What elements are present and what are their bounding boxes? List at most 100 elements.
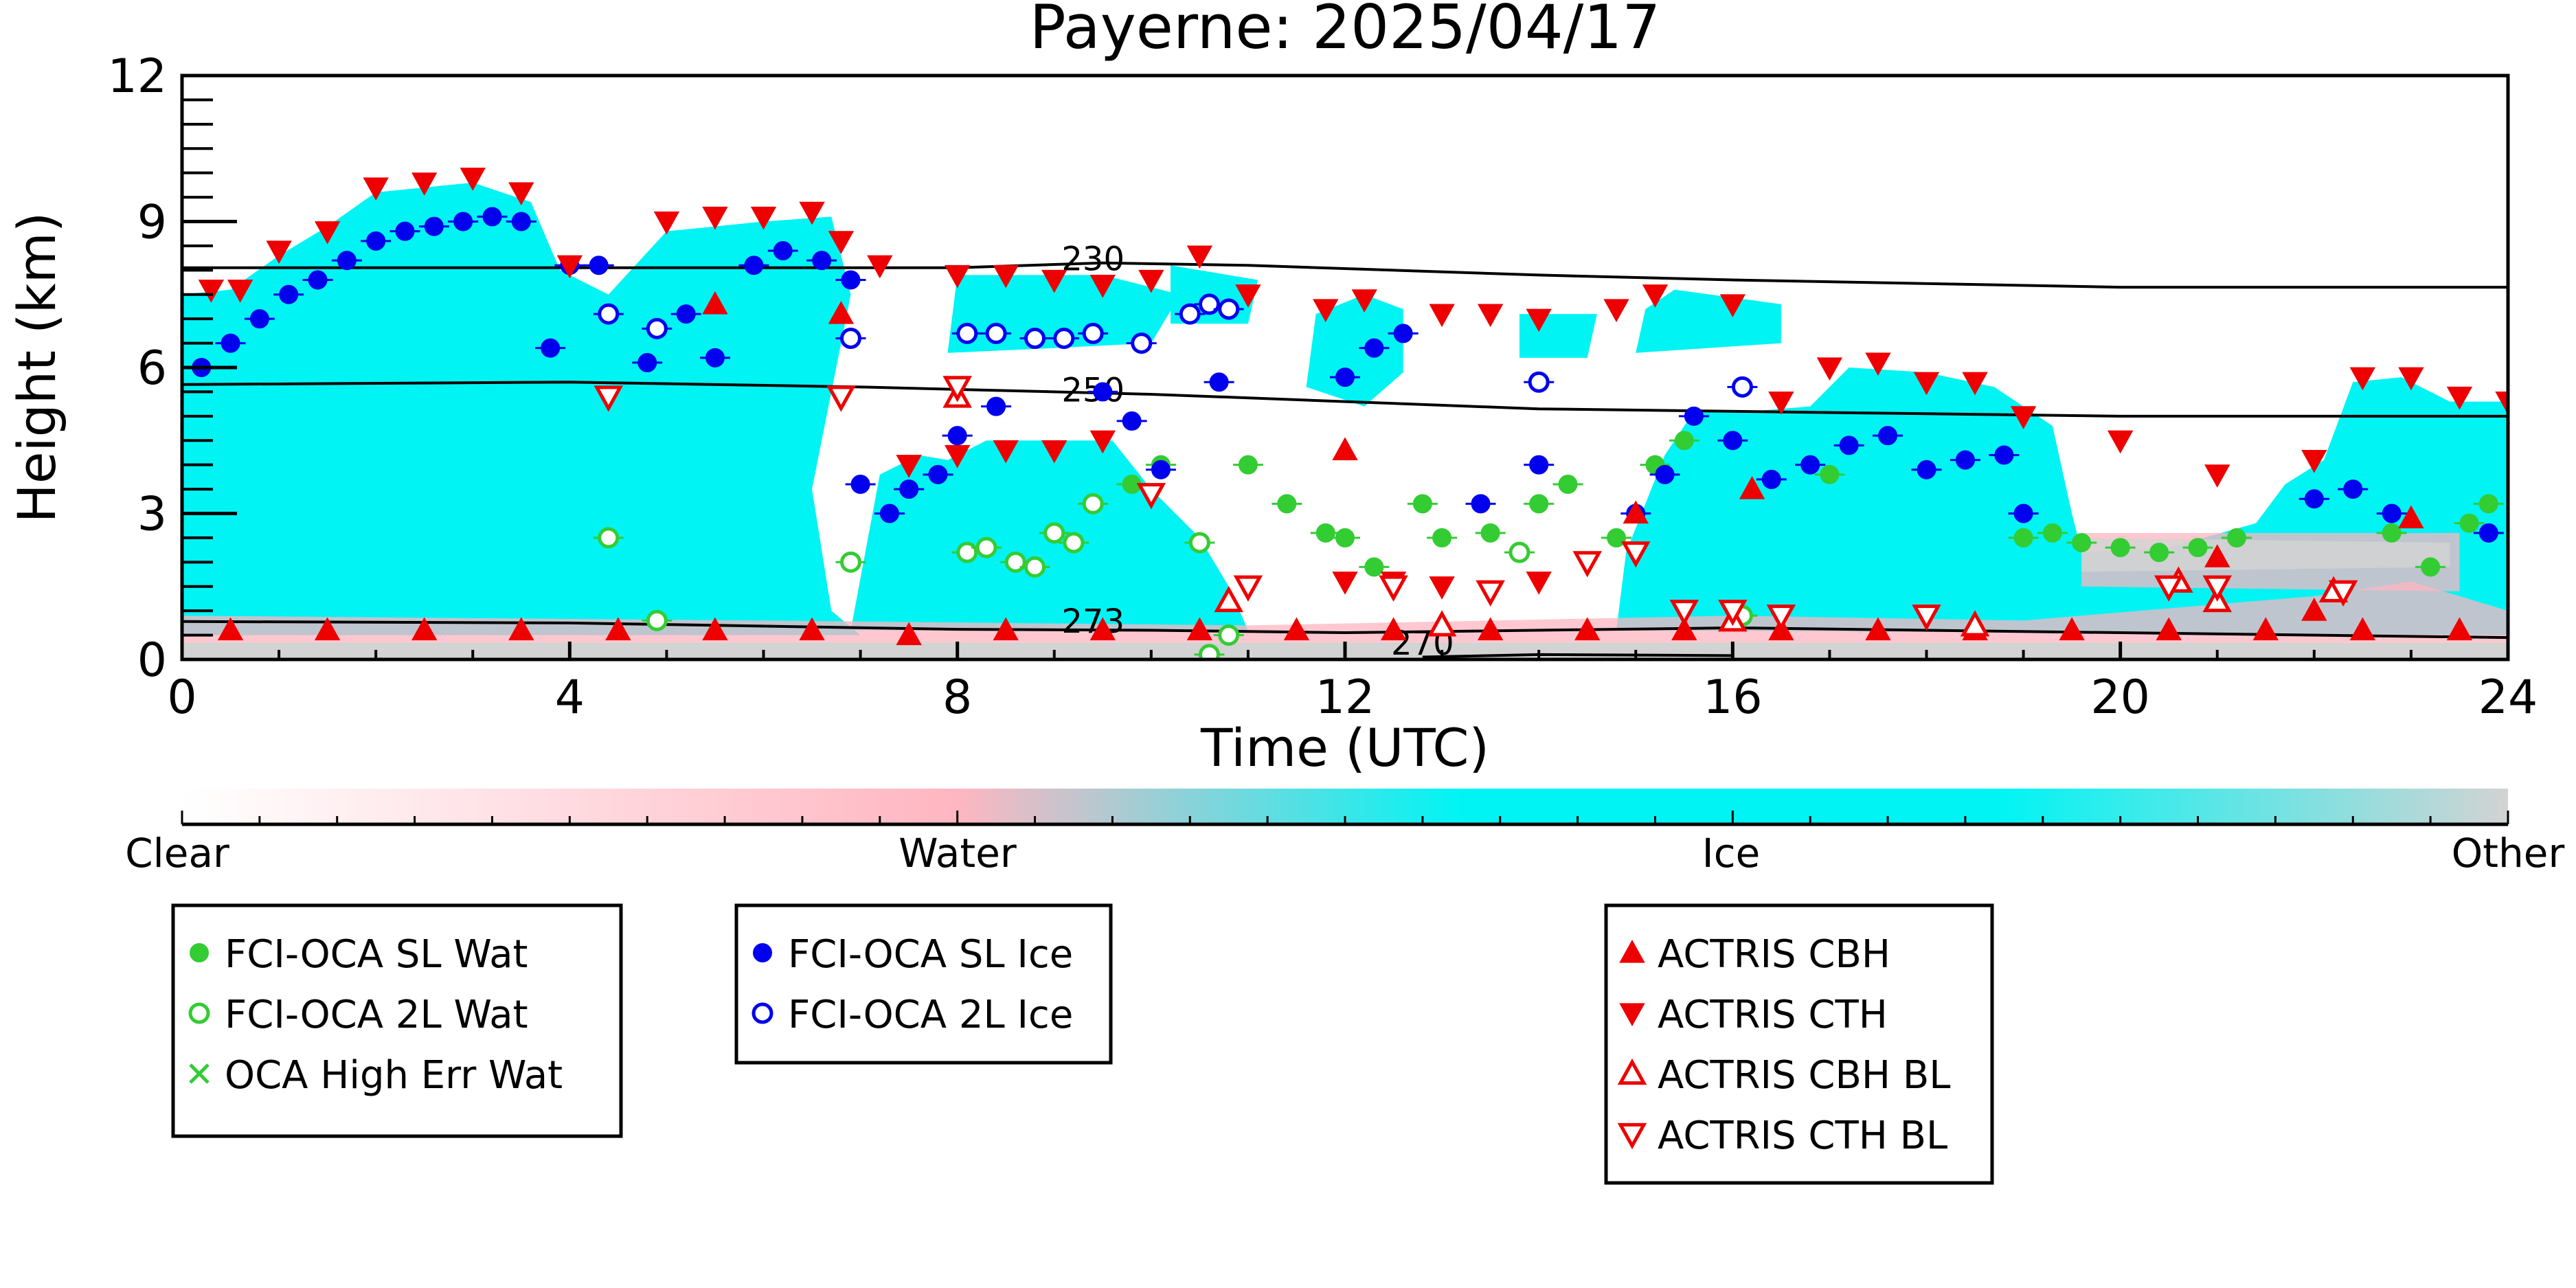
point-actris-cth [1138,269,1164,293]
legend-marker-fci-oca-sl-ice [753,943,772,962]
contour-250 [182,381,2508,418]
point-actris-cth [2495,391,2508,415]
point-actris-cbh [2059,617,2085,641]
point-actris-cth [1429,304,1455,328]
point-actris-cth-bl [1669,600,1699,626]
point-fci-oca-sl-wat [1412,494,1432,514]
y-tick-label: 6 [137,341,167,396]
point-fci-oca-sl-ice [1151,460,1171,479]
point-fci-oca-sl-ice [2382,504,2402,523]
point-fci-oca-sl-wat [1277,494,1297,514]
point-fci-oca-sl-ice [705,348,725,368]
point-fci-oca-sl-wat [2149,543,2169,563]
legend-label-fci-oca-sl-wat: FCI-OCA SL Wat [225,932,528,977]
point-fci-oca-sl-ice [676,304,696,324]
contour-label-273: 273 [1061,602,1125,641]
colorbar-label-clear: Clear [125,830,229,877]
point-fci-oca-sl-wat [1335,528,1355,547]
point-actris-cbh [1477,617,1504,641]
point-actris-cth-bl [942,376,972,403]
point-fci-oca-2l-wat [1063,532,1085,554]
point-actris-cth [1186,245,1213,269]
point-fci-oca-sl-ice [1335,368,1355,387]
point-fci-oca-sl-ice [1994,445,2014,465]
point-actris-cth [556,255,583,279]
y-tick-label: 9 [137,196,167,250]
region-ice [182,182,861,635]
point-actris-cbh [1186,617,1213,641]
point-fci-oca-2l-ice [985,322,1007,344]
point-actris-cth-bl [2328,580,2358,607]
point-fci-oca-sl-ice [947,426,967,446]
point-fci-oca-2l-wat [839,551,861,573]
point-actris-cbh [508,617,534,641]
point-actris-cth [314,221,341,245]
contour-label-230: 230 [1061,240,1125,278]
point-actris-cth [2349,367,2376,391]
point-fci-oca-sl-wat [2226,528,2246,547]
cloud-height-markers [186,168,2508,659]
point-fci-oca-sl-ice [2343,479,2363,499]
point-fci-oca-2l-wat [1082,493,1104,515]
point-fci-oca-sl-ice [812,251,832,271]
point-actris-cth [1526,572,1552,595]
point-actris-cth [198,280,225,303]
point-actris-cth [1332,572,1358,595]
point-actris-cth [1719,294,1746,317]
point-fci-oca-2l-wat [1218,624,1240,646]
point-actris-cbh [1380,617,1407,641]
point-actris-cbh-bl [1960,610,1990,637]
y-axis-label: Height (km) [6,212,67,523]
point-actris-cth [1642,284,1669,308]
point-fci-oca-sl-ice [1364,338,1384,358]
legends: FCI-OCA SL Wat FCI-OCA 2L Wat OCA High Err… [171,903,1994,1185]
point-actris-cth [1603,299,1629,323]
point-fci-oca-sl-ice [337,251,357,271]
point-actris-cth [1235,284,1261,308]
x-tick-label: 20 [2090,670,2150,725]
point-fci-oca-sl-wat [1529,494,1549,514]
point-actris-cth [266,240,292,264]
point-fci-oca-sl-ice [366,231,386,251]
y-tick-label: 0 [137,633,167,688]
legend-label-actris-cbh: ACTRIS CBH [1658,932,1890,977]
point-actris-cth [363,177,389,201]
point-actris-cth [1913,372,1940,396]
point-fci-oca-sl-ice [1684,406,1704,426]
point-actris-cth [508,182,534,206]
legend-box [171,903,623,1138]
point-actris-cbh [828,301,855,324]
point-fci-oca-sl-ice [1122,411,1142,431]
point-actris-cth-bl [1621,541,1651,568]
point-actris-cbh [2252,617,2279,641]
point-fci-oca-sl-ice [589,256,609,275]
point-fci-oca-2l-wat [1198,644,1220,659]
point-actris-cbh [2446,617,2473,641]
point-actris-cbh [2398,505,2424,529]
point-actris-cbh [605,617,631,641]
point-actris-cth-bl [1379,575,1408,602]
legend-label-oca-high-err-wat: OCA High Err Wat [225,1053,563,1098]
y-tick-label: 3 [137,488,167,542]
point-fci-oca-sl-wat [2382,523,2402,543]
point-actris-cth-bl [2202,575,2232,602]
point-fci-oca-sl-ice [2478,523,2498,543]
point-fci-oca-2l-wat [1043,522,1065,544]
point-actris-cth [227,280,253,303]
point-fci-oca-sl-ice [1209,372,1229,392]
legend-label-fci-oca-2l-wat: FCI-OCA 2L Wat [225,993,528,1037]
x-tick-label: 16 [1703,670,1763,725]
point-fci-oca-sl-ice [899,479,919,499]
region-ice [1519,314,1597,358]
point-actris-cbh [702,617,728,641]
point-fci-oca-sl-ice [308,270,328,290]
point-actris-cth [1816,357,1843,381]
point-fci-oca-sl-ice [1393,324,1413,343]
point-fci-oca-sl-ice [928,464,948,484]
point-fci-oca-sl-ice [1093,382,1113,402]
legend-marker-fci-oca-sl-wat [190,943,209,962]
colorbar-label-other: Other [2452,830,2565,877]
legend-marker-actris-cbh-bl [1617,1058,1647,1085]
